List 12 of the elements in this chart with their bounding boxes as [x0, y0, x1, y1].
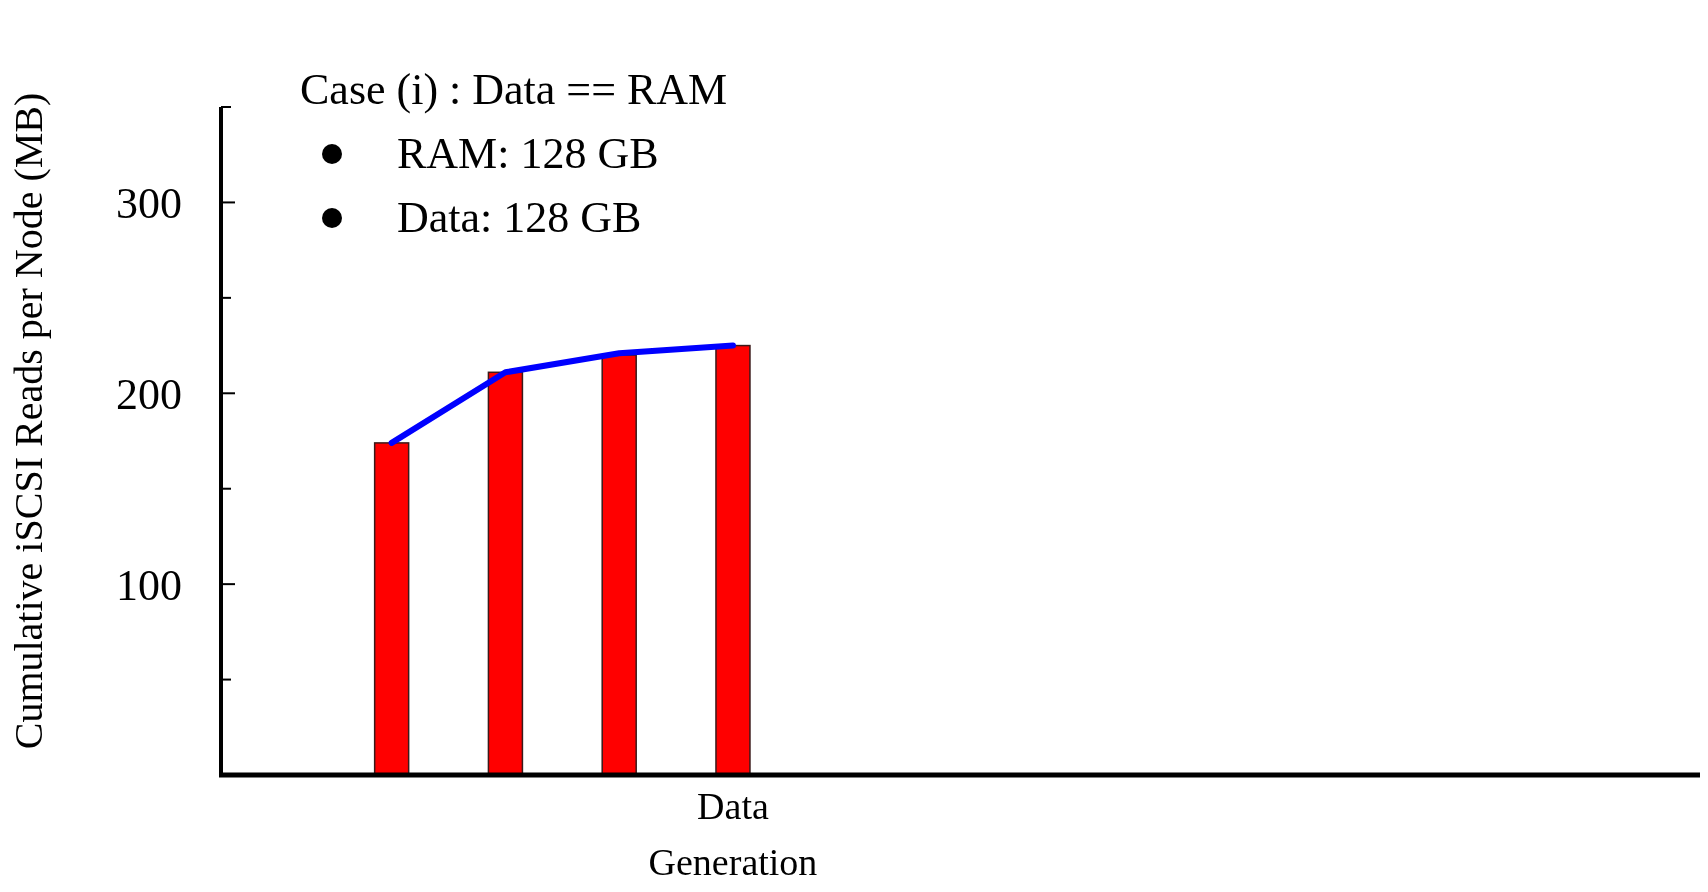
- bar: [487, 371, 524, 776]
- x-tick-label: Data Generation: [648, 785, 818, 883]
- y-axis-title: Cumulative iSCSI Reads per Node (MB): [6, 92, 51, 750]
- bar: [373, 442, 410, 776]
- y-tick-label: 200: [116, 369, 182, 419]
- y-tick-label: 300: [116, 178, 182, 228]
- annotation: Data: 128 GB: [397, 193, 642, 242]
- annotation: Case (i) : Data == RAM: [300, 65, 728, 114]
- bar: [715, 344, 751, 776]
- y-tick-label: 100: [116, 560, 182, 610]
- bar: [601, 354, 637, 776]
- annotation: RAM: 128 GB: [397, 129, 659, 178]
